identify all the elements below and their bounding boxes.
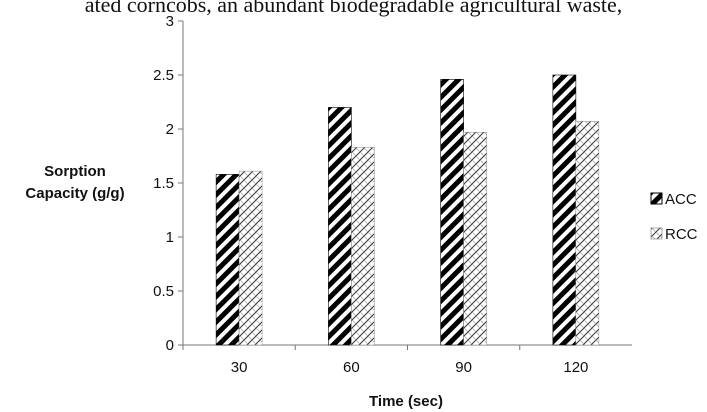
bar-acc-90 [440, 79, 464, 346]
legend-swatch-rcc [650, 227, 663, 240]
x-tick-label: 30 [231, 359, 248, 376]
legend-label-rcc: RCC [665, 226, 698, 243]
legend-item-rcc: RCC [650, 226, 698, 243]
y-tick-label: 1 [166, 229, 174, 246]
y-axis-label-line-2: Capacity (g/g) [25, 185, 124, 202]
y-tick-label: 3 [166, 13, 174, 30]
x-tick-label: 90 [455, 359, 472, 376]
legend-label-acc: ACC [665, 191, 697, 208]
y-axis-label-line-1: Sorption [44, 163, 106, 180]
x-tick-label: 60 [343, 359, 360, 376]
bars [215, 74, 600, 346]
legend-item-acc: ACC [650, 191, 697, 208]
y-tick-label: 0 [166, 337, 174, 354]
bar-rcc-90 [463, 131, 487, 346]
y-tick-labels: 0 0.5 1 1.5 2 2.5 3 [153, 13, 174, 354]
bar-rcc-30 [238, 170, 263, 346]
x-tick-label: 120 [563, 359, 588, 376]
bar-acc-60 [328, 107, 352, 346]
y-axis [178, 20, 184, 346]
legend-swatch-acc [650, 192, 663, 205]
y-tick-label: 1.5 [153, 175, 174, 192]
bar-acc-120 [552, 74, 577, 346]
bar-rcc-120 [575, 121, 600, 346]
legend: ACC RCC [650, 191, 698, 243]
bar-rcc-60 [351, 147, 375, 346]
y-tick-label: 0.5 [153, 283, 174, 300]
y-tick-label: 2.5 [153, 67, 174, 84]
x-axis [182, 344, 632, 350]
y-tick-label: 2 [166, 121, 174, 138]
bar-acc-30 [215, 174, 240, 346]
x-axis-label: Time (sec) [369, 393, 443, 410]
x-tick-labels: 30 60 90 120 [231, 359, 589, 376]
header-text: ated corncobs, an abundant biodegradable… [84, 0, 623, 17]
